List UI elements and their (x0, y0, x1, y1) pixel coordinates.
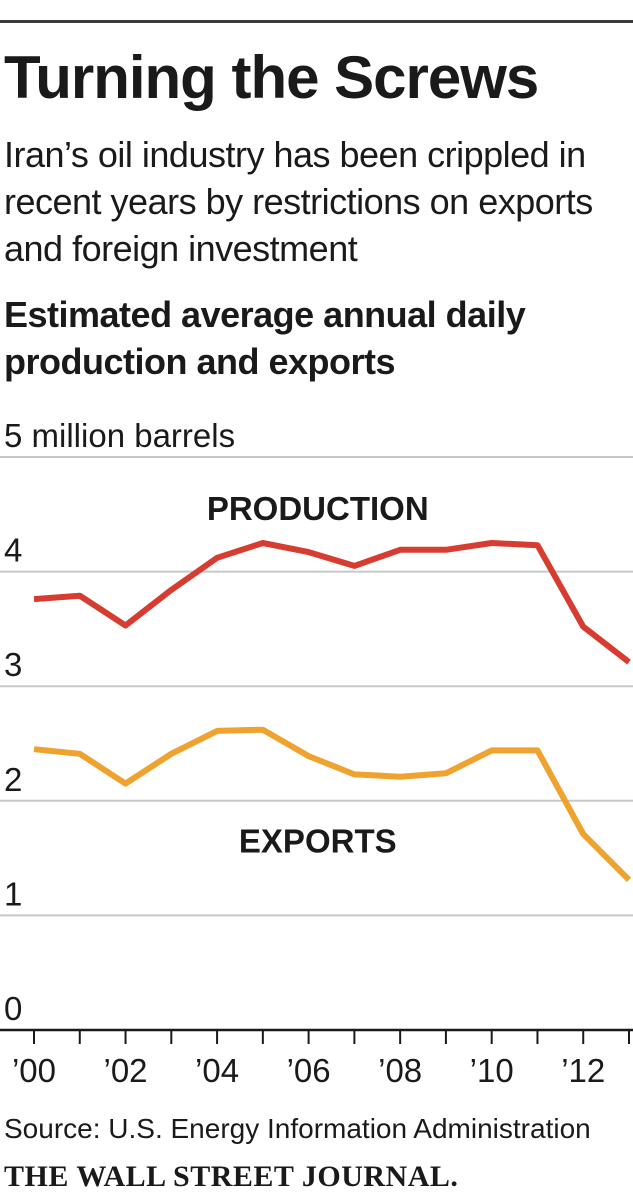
chart-heading: Estimated average annual daily productio… (4, 294, 526, 382)
x-axis: ’00 ’02 ’04 ’06 ’08 ’10 ’12 (0, 1028, 633, 1089)
y-tick-label-2: 2 (4, 761, 22, 798)
x-tick-label-2006: ’06 (287, 1052, 331, 1089)
series-line-production (33, 540, 631, 665)
x-tick-label-2008: ’08 (378, 1052, 422, 1089)
chart-subtitle: Iran’s oil industry has been crippled in… (4, 134, 593, 269)
y-axis-ticks: 5 million barrels 4 3 2 1 0 (4, 417, 235, 1027)
chart-title: Turning the Screws (4, 44, 539, 111)
y-tick-label-5: 5 million barrels (4, 417, 235, 454)
x-tick-label-2004: ’04 (195, 1052, 239, 1089)
top-rule (0, 20, 633, 23)
x-tick-label-2012: ’12 (561, 1052, 605, 1089)
series-label-exports: EXPORTS (239, 822, 397, 859)
x-tick-label-2010: ’10 (470, 1052, 514, 1089)
source-note: Source: U.S. Energy Information Administ… (4, 1113, 591, 1144)
y-tick-label-3: 3 (4, 646, 22, 683)
x-tick-label-2002: ’02 (104, 1052, 148, 1089)
x-tick-label-2000: ’00 (12, 1052, 56, 1089)
y-tick-label-4: 4 (4, 532, 22, 569)
gridlines (0, 456, 633, 917)
series-label-production: PRODUCTION (207, 490, 429, 527)
series-lines (33, 540, 632, 883)
y-tick-label-1: 1 (4, 875, 22, 912)
y-tick-label-0: 0 (4, 990, 22, 1027)
series-line-exports (33, 726, 632, 883)
series-annotations: PRODUCTION EXPORTS (207, 490, 429, 859)
publisher-logo: THE WALL STREET JOURNAL. (4, 1160, 459, 1193)
line-chart: 5 million barrels 4 3 2 1 0 ’00 ’02 ’04 ’06 ’08 ’1… (0, 417, 633, 1089)
